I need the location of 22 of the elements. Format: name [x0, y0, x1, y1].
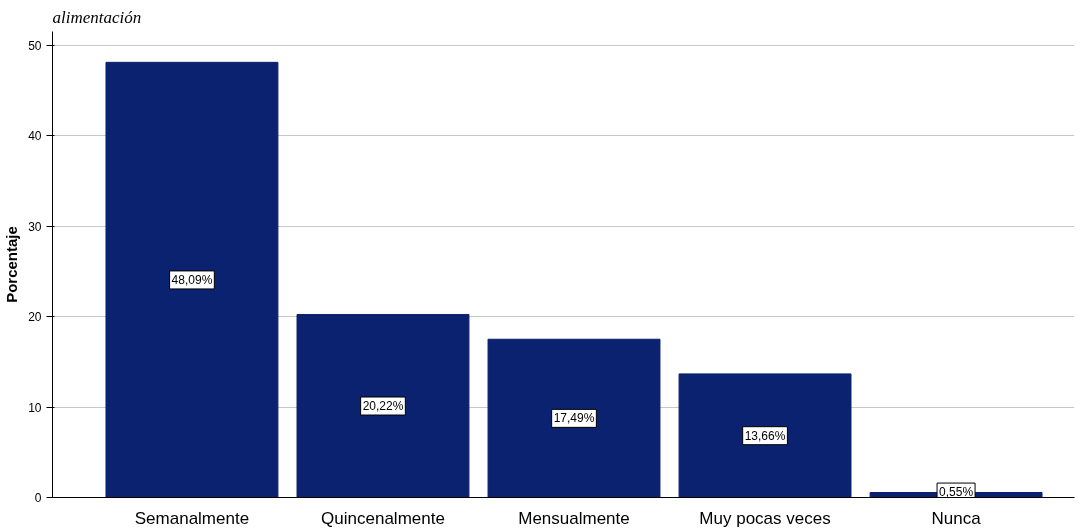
y-axis-title: Porcentaje [3, 226, 21, 303]
y-tick-label: 50 [28, 38, 42, 53]
x-tick-label: Mensualmente [518, 508, 630, 528]
data-label: 17,49% [553, 411, 595, 426]
x-tick-label: Semanalmente [134, 508, 250, 528]
x-tick-label: Quincenalmente [321, 508, 445, 528]
y-tick-label: 0 [34, 491, 42, 505]
bar [296, 314, 470, 498]
data-label: 20,22% [362, 399, 404, 414]
bar [105, 61, 279, 498]
x-tick-label: Muy pocas veces [699, 508, 831, 528]
data-label: 0,55% [939, 485, 974, 500]
bar [487, 338, 661, 498]
y-tick-label: 40 [28, 129, 42, 144]
y-tick-label: 10 [28, 400, 42, 415]
y-tick-label: 30 [28, 219, 42, 234]
data-label: 13,66% [744, 428, 786, 443]
x-tick-label: Nunca [931, 508, 982, 528]
data-label: 48,09% [171, 272, 213, 287]
y-tick-label: 20 [28, 310, 42, 325]
bar [678, 373, 852, 498]
chart-title: alimentación [52, 7, 142, 27]
